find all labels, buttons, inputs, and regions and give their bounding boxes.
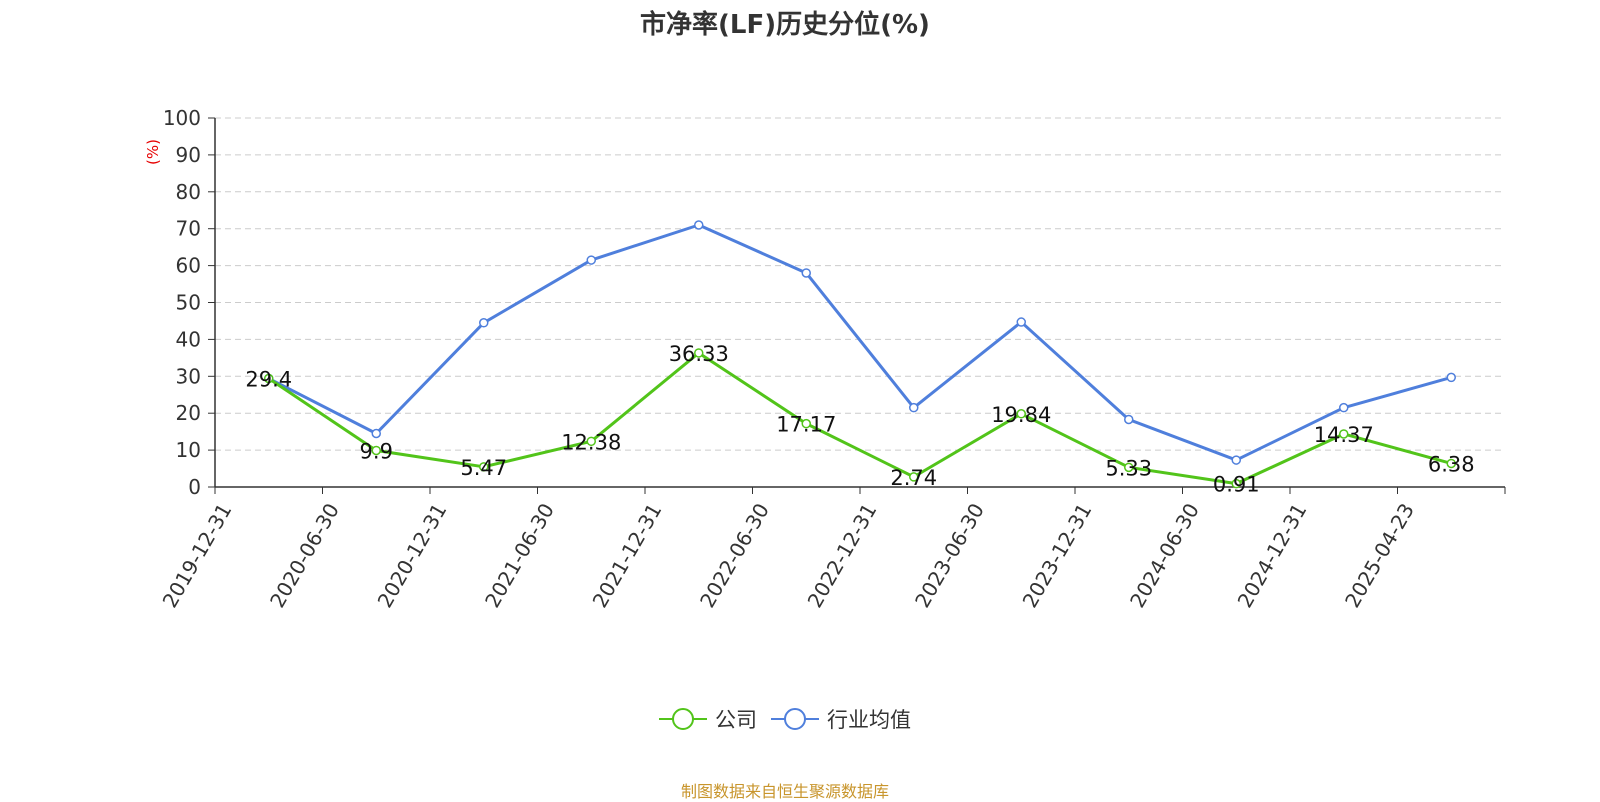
data-label: 12.38	[561, 430, 621, 454]
legend-industry-line-icon	[771, 708, 819, 730]
legend-label-company: 公司	[715, 708, 757, 732]
legend: 公司 行业均值	[0, 704, 1570, 734]
data-point	[479, 318, 489, 328]
data-point	[1231, 455, 1241, 465]
data-label: 9.9	[360, 439, 393, 463]
data-point	[1339, 429, 1349, 439]
data-point	[264, 373, 274, 384]
x-tick-label: 2020-06-30	[265, 499, 344, 612]
axes: 0 10 20 30 40 50 60 70 80 90 100(%) 2019-12-31 2020-…	[144, 106, 1506, 612]
x-tick-label: 2023-12-31	[1018, 499, 1097, 612]
data-label: 2.74	[890, 466, 937, 490]
x-tick-label: 2021-06-30	[480, 499, 559, 612]
y-tick-label: 0	[188, 475, 201, 499]
legend-item-company[interactable]: 公司	[659, 704, 757, 734]
y-tick-label: 90	[176, 143, 201, 167]
legend-company-line-icon	[659, 708, 707, 730]
data-labels: 29.4 9.9 5.47 12.38 36.33 17.17 2.74 19.84 5.33 0…	[245, 342, 1474, 497]
data-point	[909, 472, 919, 482]
y-axis-title: (%)	[144, 139, 162, 165]
data-label: 5.47	[460, 456, 507, 480]
data-point	[1124, 414, 1134, 425]
data-point	[1231, 478, 1241, 489]
data-label: 6.38	[1428, 452, 1475, 476]
data-point	[586, 436, 596, 447]
data-label: 0.91	[1213, 473, 1260, 497]
y-tick-label: 20	[176, 401, 201, 425]
x-tick-label: 2024-06-30	[1125, 499, 1204, 612]
y-tick-label: 100	[163, 106, 201, 130]
data-point	[1446, 458, 1456, 469]
y-tick-label: 80	[176, 180, 201, 204]
series-line-0	[267, 351, 1452, 486]
data-point	[1446, 372, 1456, 383]
data-label: 14.37	[1314, 423, 1374, 447]
y-tick-label: 70	[176, 217, 201, 241]
data-label: 29.4	[245, 368, 292, 392]
x-tick-label: 2022-12-31	[803, 499, 882, 612]
data-label: 5.33	[1105, 456, 1152, 480]
legend-item-industry-average[interactable]: 行业均值	[771, 704, 911, 734]
data-point	[1124, 462, 1134, 473]
data-point	[801, 268, 811, 278]
x-tick-label: 2019-12-31	[158, 499, 237, 612]
x-tick-label: 2022-06-30	[695, 499, 774, 612]
data-point	[694, 220, 704, 230]
x-tick-label: 2025-04-23	[1340, 499, 1419, 612]
line-chart: 0 10 20 30 40 50 60 70 80 90 100(%) 2019-12-31 2020-…	[144, 106, 1506, 612]
y-tick-label: 50	[176, 291, 201, 315]
x-tick-label: 2024-12-31	[1233, 499, 1312, 612]
data-point	[801, 418, 811, 429]
data-label: 36.33	[669, 342, 729, 366]
data-point	[586, 255, 596, 265]
data-point	[1016, 317, 1026, 327]
data-label: 19.84	[991, 403, 1051, 427]
source-note: 制图数据来自恒生聚源数据库	[680, 782, 889, 801]
data-point	[371, 445, 381, 456]
data-label: 17.17	[776, 413, 836, 437]
data-point	[694, 348, 704, 358]
x-tick-label: 2023-06-30	[910, 499, 989, 612]
data-point	[909, 402, 919, 413]
chart-title: 市净率(LF)历史分位(%)	[640, 10, 930, 40]
y-tick-label: 40	[176, 327, 201, 351]
data-point	[1339, 402, 1349, 413]
data-point	[479, 462, 489, 472]
x-tick-label: 2020-12-31	[373, 499, 452, 612]
series-line-1	[268, 223, 1452, 462]
series-lines	[264, 220, 1456, 489]
data-point	[1016, 409, 1026, 419]
legend-label-industry-average: 行业均值	[827, 708, 911, 732]
data-point	[371, 428, 381, 439]
y-tick-label: 10	[176, 438, 201, 462]
y-tick-label: 60	[176, 254, 201, 278]
y-tick-label: 30	[176, 364, 201, 388]
x-tick-label: 2021-12-31	[588, 499, 667, 612]
